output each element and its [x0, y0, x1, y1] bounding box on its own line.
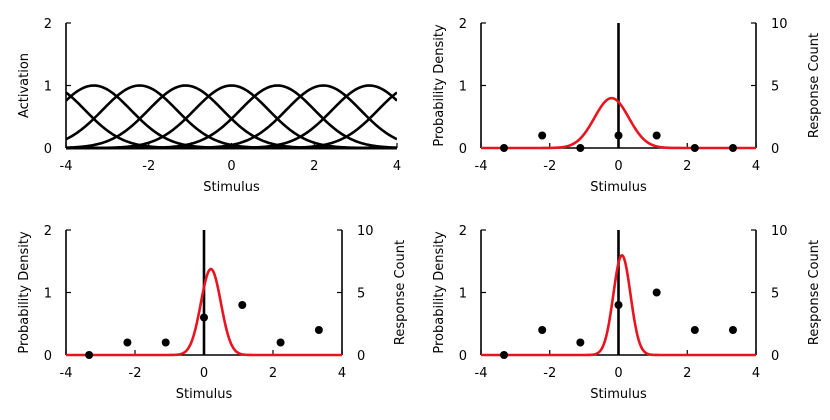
x-tick-label: 2	[683, 366, 691, 381]
response-point	[728, 326, 737, 334]
response-point	[314, 326, 323, 334]
x-tick-label: 0	[614, 159, 622, 174]
response-point	[200, 313, 208, 322]
response-point	[690, 144, 699, 152]
x-tick-label: 0	[614, 366, 622, 381]
y-tick-label-right: 0	[771, 142, 779, 157]
x-tick-label: 0	[200, 366, 208, 381]
posterior-curve	[66, 267, 342, 357]
y-tick-label: 1	[44, 80, 52, 95]
response-point	[576, 144, 585, 152]
y-axis-label: Probability Density	[17, 231, 32, 354]
response-point	[538, 131, 547, 140]
x-tick-label: -2	[129, 366, 142, 381]
chart-panel-tuning-curves: -4 -2 0 2 4 0 1 2 Stimulus Activation	[17, 17, 401, 195]
x-tick-label: 4	[393, 159, 401, 174]
x-tick-label: -4	[60, 366, 73, 381]
posterior-curve	[481, 96, 756, 150]
y-axis-label-right: Response Count	[807, 33, 822, 138]
response-point	[500, 351, 509, 359]
response-point	[85, 351, 94, 359]
x-tick-label: 0	[227, 159, 235, 174]
y-tick-label: 2	[44, 17, 52, 32]
y-tick-label-right: 10	[771, 224, 788, 239]
y-tick-label-right: 0	[771, 349, 779, 364]
response-point	[276, 338, 285, 347]
response-point	[500, 144, 509, 152]
response-point	[161, 338, 170, 347]
y-tick-label: 1	[459, 80, 467, 95]
x-axis-label: Stimulus	[590, 180, 647, 195]
response-point	[614, 301, 623, 309]
x-tick-label: -4	[60, 159, 73, 174]
y-tick-label: 2	[459, 224, 467, 239]
x-axis-label: Stimulus	[590, 387, 647, 402]
tuning-curve	[66, 91, 397, 150]
x-tick-label: 2	[310, 159, 318, 174]
y-tick-label: 0	[44, 142, 52, 157]
response-point	[538, 326, 547, 334]
y-tick-label-right: 5	[771, 80, 779, 95]
x-tick-label: 2	[683, 159, 691, 174]
y-axis-label: Probability Density	[432, 231, 447, 354]
x-tick-label: 4	[752, 159, 760, 174]
response-point	[238, 301, 247, 309]
y-tick-label-right: 10	[357, 224, 374, 239]
x-tick-label: -2	[142, 159, 155, 174]
y-tick-label-right: 0	[357, 349, 365, 364]
x-tick-label: 4	[752, 366, 760, 381]
y-tick-label: 2	[44, 224, 52, 239]
x-tick-label: 4	[338, 366, 346, 381]
y-axis-label: Activation	[17, 53, 32, 118]
y-tick-label: 0	[459, 349, 467, 364]
response-point	[652, 131, 661, 140]
response-point	[690, 326, 699, 334]
x-tick-label: -2	[543, 159, 556, 174]
response-point	[123, 338, 132, 347]
x-tick-label: -2	[543, 366, 556, 381]
y-tick-label-right: 5	[771, 287, 779, 302]
y-axis-label-right: Response Count	[393, 240, 408, 345]
response-point	[728, 144, 737, 152]
y-axis-label: Probability Density	[432, 24, 447, 147]
plot-area	[66, 84, 397, 150]
y-tick-label: 0	[459, 142, 467, 157]
y-tick-label: 1	[459, 287, 467, 302]
response-point	[614, 131, 623, 140]
y-tick-label-right: 10	[771, 17, 788, 32]
x-tick-label: -4	[475, 159, 488, 174]
x-axis-label: Stimulus	[203, 180, 260, 195]
x-tick-label: 2	[269, 366, 277, 381]
response-point	[652, 288, 661, 297]
y-axis-label-right: Response Count	[807, 240, 822, 345]
y-tick-label: 2	[459, 17, 467, 32]
x-tick-label: -4	[475, 366, 488, 381]
x-axis-label: Stimulus	[176, 387, 233, 402]
y-tick-label-right: 5	[357, 287, 365, 302]
y-tick-label: 0	[44, 349, 52, 364]
response-point	[576, 338, 585, 347]
y-tick-label: 1	[44, 287, 52, 302]
posterior-curve	[481, 253, 756, 357]
